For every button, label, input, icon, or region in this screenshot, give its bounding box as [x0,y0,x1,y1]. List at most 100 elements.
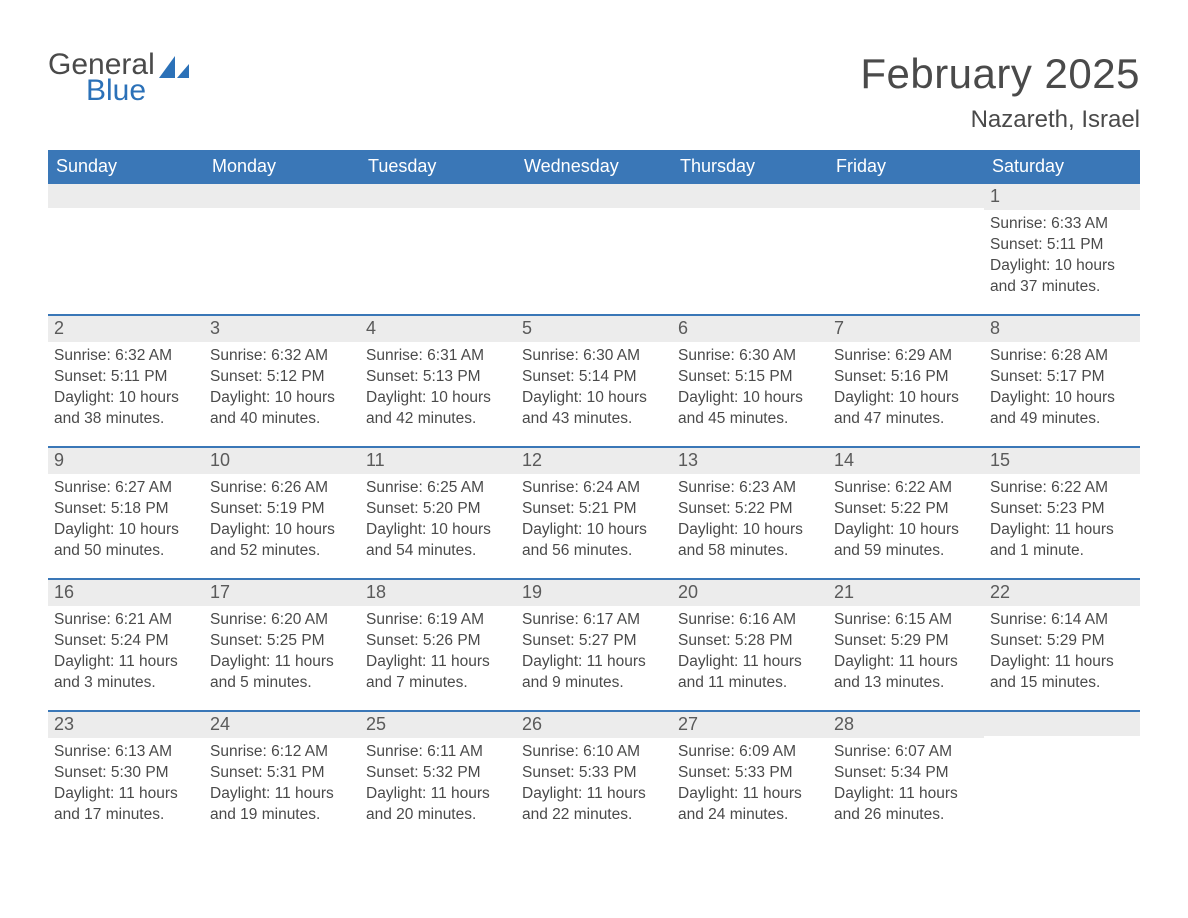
day-number: 4 [360,316,516,342]
sunrise-text: Sunrise: 6:19 AM [366,610,510,631]
daylight-text: Daylight: 10 hours and 56 minutes. [522,520,666,562]
empty-day-bar [204,184,360,208]
day-body: Sunrise: 6:11 AMSunset: 5:32 PMDaylight:… [360,738,516,838]
day-number: 7 [828,316,984,342]
day-cell: 25Sunrise: 6:11 AMSunset: 5:32 PMDayligh… [360,712,516,842]
day-cell: 13Sunrise: 6:23 AMSunset: 5:22 PMDayligh… [672,448,828,578]
daylight-text: Daylight: 11 hours and 24 minutes. [678,784,822,826]
empty-day-bar [672,184,828,208]
day-number: 1 [984,184,1140,210]
day-number: 23 [48,712,204,738]
day-body: Sunrise: 6:31 AMSunset: 5:13 PMDaylight:… [360,342,516,442]
sunrise-text: Sunrise: 6:07 AM [834,742,978,763]
empty-day-bar [984,712,1140,736]
day-number: 25 [360,712,516,738]
weekday-header-row: SundayMondayTuesdayWednesdayThursdayFrid… [48,150,1140,184]
daylight-text: Daylight: 11 hours and 17 minutes. [54,784,198,826]
sunset-text: Sunset: 5:12 PM [210,367,354,388]
brand-text: General Blue [48,50,189,106]
day-body: Sunrise: 6:29 AMSunset: 5:16 PMDaylight:… [828,342,984,442]
day-body: Sunrise: 6:20 AMSunset: 5:25 PMDaylight:… [204,606,360,706]
sunset-text: Sunset: 5:29 PM [834,631,978,652]
empty-day-bar [48,184,204,208]
weeks-container: 1Sunrise: 6:33 AMSunset: 5:11 PMDaylight… [48,184,1140,842]
sunrise-text: Sunrise: 6:33 AM [990,214,1134,235]
sunset-text: Sunset: 5:20 PM [366,499,510,520]
daylight-text: Daylight: 10 hours and 58 minutes. [678,520,822,562]
week-row: 2Sunrise: 6:32 AMSunset: 5:11 PMDaylight… [48,314,1140,446]
sunset-text: Sunset: 5:29 PM [990,631,1134,652]
sunrise-text: Sunrise: 6:29 AM [834,346,978,367]
day-body: Sunrise: 6:12 AMSunset: 5:31 PMDaylight:… [204,738,360,838]
day-cell: 1Sunrise: 6:33 AMSunset: 5:11 PMDaylight… [984,184,1140,314]
sunrise-text: Sunrise: 6:31 AM [366,346,510,367]
week-row: 16Sunrise: 6:21 AMSunset: 5:24 PMDayligh… [48,578,1140,710]
sunset-text: Sunset: 5:17 PM [990,367,1134,388]
day-cell [828,184,984,314]
day-body: Sunrise: 6:28 AMSunset: 5:17 PMDaylight:… [984,342,1140,442]
empty-day-bar [828,184,984,208]
sunset-text: Sunset: 5:26 PM [366,631,510,652]
sunset-text: Sunset: 5:31 PM [210,763,354,784]
day-body: Sunrise: 6:30 AMSunset: 5:15 PMDaylight:… [672,342,828,442]
day-cell: 4Sunrise: 6:31 AMSunset: 5:13 PMDaylight… [360,316,516,446]
day-number: 8 [984,316,1140,342]
sunrise-text: Sunrise: 6:32 AM [210,346,354,367]
sunset-text: Sunset: 5:32 PM [366,763,510,784]
day-body [672,208,828,224]
daylight-text: Daylight: 10 hours and 38 minutes. [54,388,198,430]
daylight-text: Daylight: 10 hours and 45 minutes. [678,388,822,430]
daylight-text: Daylight: 11 hours and 26 minutes. [834,784,978,826]
sunset-text: Sunset: 5:15 PM [678,367,822,388]
day-number: 26 [516,712,672,738]
day-body: Sunrise: 6:10 AMSunset: 5:33 PMDaylight:… [516,738,672,838]
day-cell: 9Sunrise: 6:27 AMSunset: 5:18 PMDaylight… [48,448,204,578]
day-cell: 23Sunrise: 6:13 AMSunset: 5:30 PMDayligh… [48,712,204,842]
week-row: 1Sunrise: 6:33 AMSunset: 5:11 PMDaylight… [48,184,1140,314]
day-cell [48,184,204,314]
day-number: 9 [48,448,204,474]
day-body: Sunrise: 6:13 AMSunset: 5:30 PMDaylight:… [48,738,204,838]
day-number: 16 [48,580,204,606]
sunrise-text: Sunrise: 6:30 AM [678,346,822,367]
day-cell: 19Sunrise: 6:17 AMSunset: 5:27 PMDayligh… [516,580,672,710]
sunset-text: Sunset: 5:34 PM [834,763,978,784]
sunrise-text: Sunrise: 6:26 AM [210,478,354,499]
day-number: 22 [984,580,1140,606]
sunset-text: Sunset: 5:27 PM [522,631,666,652]
day-number: 21 [828,580,984,606]
day-body: Sunrise: 6:17 AMSunset: 5:27 PMDaylight:… [516,606,672,706]
day-body [48,208,204,224]
sunset-text: Sunset: 5:30 PM [54,763,198,784]
day-body: Sunrise: 6:19 AMSunset: 5:26 PMDaylight:… [360,606,516,706]
sunset-text: Sunset: 5:28 PM [678,631,822,652]
sunset-text: Sunset: 5:21 PM [522,499,666,520]
day-cell: 16Sunrise: 6:21 AMSunset: 5:24 PMDayligh… [48,580,204,710]
day-body: Sunrise: 6:27 AMSunset: 5:18 PMDaylight:… [48,474,204,574]
daylight-text: Daylight: 10 hours and 37 minutes. [990,256,1134,298]
day-number: 19 [516,580,672,606]
weekday-header: Thursday [672,150,828,184]
sunrise-text: Sunrise: 6:12 AM [210,742,354,763]
day-body: Sunrise: 6:33 AMSunset: 5:11 PMDaylight:… [984,210,1140,310]
day-body: Sunrise: 6:23 AMSunset: 5:22 PMDaylight:… [672,474,828,574]
day-body: Sunrise: 6:30 AMSunset: 5:14 PMDaylight:… [516,342,672,442]
day-cell: 18Sunrise: 6:19 AMSunset: 5:26 PMDayligh… [360,580,516,710]
day-cell: 3Sunrise: 6:32 AMSunset: 5:12 PMDaylight… [204,316,360,446]
day-body: Sunrise: 6:24 AMSunset: 5:21 PMDaylight:… [516,474,672,574]
week-row: 23Sunrise: 6:13 AMSunset: 5:30 PMDayligh… [48,710,1140,842]
calendar: SundayMondayTuesdayWednesdayThursdayFrid… [48,150,1140,842]
day-body: Sunrise: 6:25 AMSunset: 5:20 PMDaylight:… [360,474,516,574]
sunrise-text: Sunrise: 6:24 AM [522,478,666,499]
day-body [204,208,360,224]
day-number: 15 [984,448,1140,474]
sunrise-text: Sunrise: 6:32 AM [54,346,198,367]
day-number: 11 [360,448,516,474]
daylight-text: Daylight: 10 hours and 47 minutes. [834,388,978,430]
day-cell: 28Sunrise: 6:07 AMSunset: 5:34 PMDayligh… [828,712,984,842]
day-body: Sunrise: 6:32 AMSunset: 5:12 PMDaylight:… [204,342,360,442]
day-number: 24 [204,712,360,738]
sunset-text: Sunset: 5:22 PM [834,499,978,520]
day-body: Sunrise: 6:21 AMSunset: 5:24 PMDaylight:… [48,606,204,706]
day-body: Sunrise: 6:14 AMSunset: 5:29 PMDaylight:… [984,606,1140,706]
